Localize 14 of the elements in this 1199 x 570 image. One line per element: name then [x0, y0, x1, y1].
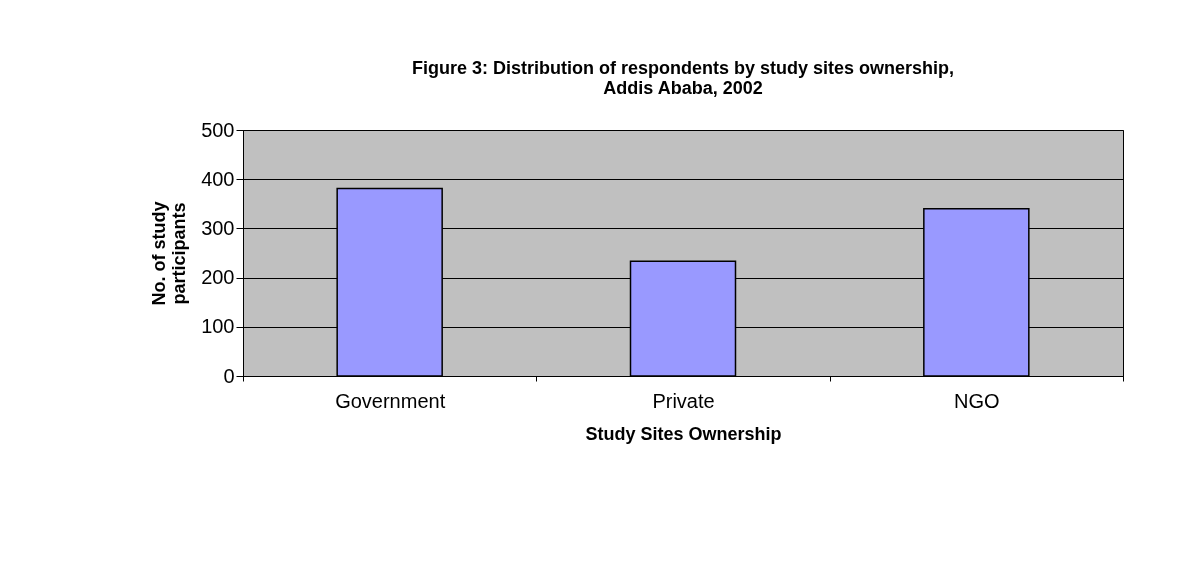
- y-tick-label: 300: [201, 216, 235, 239]
- y-tick-label: 0: [223, 364, 235, 387]
- y-tick-label: 200: [201, 266, 235, 289]
- x-tick-label: NGO: [954, 389, 1000, 412]
- text: No. of study: [149, 201, 170, 306]
- y-tick-label: 500: [201, 118, 235, 141]
- text: Figure 3: Distribution of respondents by study sites ownership,: [411, 58, 955, 78]
- y-tick-label: 100: [201, 315, 235, 338]
- x-tick-label: Private: [652, 389, 715, 412]
- text: participants: [169, 202, 190, 305]
- text: Addis Ababa, 2002: [603, 78, 763, 98]
- x-axis-title: Study Sites Ownership: [585, 423, 782, 444]
- y-tick-label: 400: [201, 167, 235, 190]
- x-tick-label: Government: [335, 389, 446, 412]
